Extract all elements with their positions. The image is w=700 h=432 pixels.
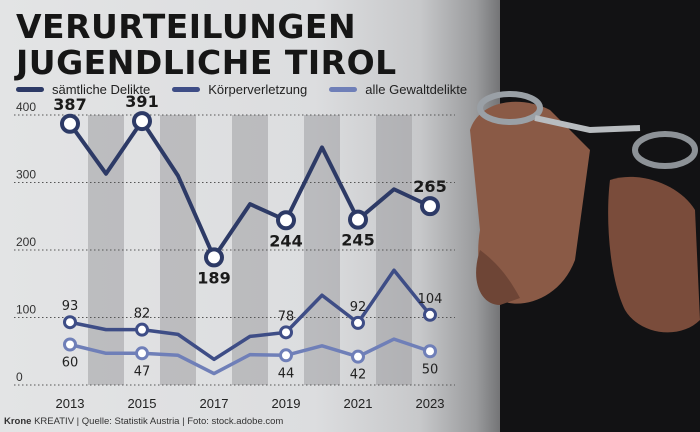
data-point xyxy=(135,322,149,337)
chart-title-line-2: JUGENDLICHE TIROL xyxy=(16,43,397,82)
legend-label: Körperverletzung xyxy=(208,82,308,97)
data-point xyxy=(351,349,365,364)
data-label: 47 xyxy=(134,364,151,379)
legend: sämtliche Delikte Körperverletzung alle … xyxy=(16,82,467,97)
handcuffs-photo xyxy=(470,0,700,432)
data-label: 82 xyxy=(134,307,151,322)
data-point xyxy=(348,209,368,230)
data-label: 265 xyxy=(413,177,446,196)
data-point xyxy=(63,315,77,330)
data-point xyxy=(279,325,293,340)
data-point xyxy=(279,348,293,363)
data-point xyxy=(63,337,77,352)
data-point xyxy=(351,315,365,330)
footer-text: KREATIV | Quelle: Statistik Austria | Fo… xyxy=(34,416,284,427)
data-label: 60 xyxy=(62,356,79,371)
footer-credits: Krone KREATIV | Quelle: Statistik Austri… xyxy=(4,416,283,427)
data-label: 387 xyxy=(53,95,86,114)
legend-swatch xyxy=(16,87,44,92)
data-label: 244 xyxy=(269,231,302,250)
data-label: 104 xyxy=(418,292,443,307)
legend-item-koerperverletzung: Körperverletzung xyxy=(172,82,307,97)
y-tick-label: 0 xyxy=(16,370,23,384)
data-label: 391 xyxy=(125,92,158,111)
data-point xyxy=(204,247,224,268)
data-point xyxy=(132,111,152,132)
y-tick-label: 400 xyxy=(16,100,36,114)
data-label: 50 xyxy=(422,362,439,377)
data-label: 93 xyxy=(62,299,79,314)
y-tick-label: 300 xyxy=(16,168,36,182)
x-tick-label: 2015 xyxy=(128,396,157,411)
series-line xyxy=(69,337,431,376)
chart-title-line-1: VERURTEILUNGEN xyxy=(16,7,357,46)
y-tick-label: 200 xyxy=(16,235,36,249)
data-point xyxy=(135,346,149,361)
x-tick-label: 2017 xyxy=(200,396,229,411)
legend-item-saemtliche-delikte: sämtliche Delikte xyxy=(16,82,150,97)
data-label: 42 xyxy=(350,368,367,383)
legend-swatch xyxy=(172,87,201,92)
data-point xyxy=(420,196,440,217)
legend-label: sämtliche Delikte xyxy=(52,82,151,97)
data-point xyxy=(423,307,437,322)
data-point xyxy=(423,344,437,359)
series-line xyxy=(68,119,431,260)
data-label: 78 xyxy=(278,309,295,324)
data-label: 44 xyxy=(278,366,295,381)
data-point xyxy=(276,210,296,231)
footer-brand: Krone xyxy=(4,416,32,427)
data-label: 92 xyxy=(350,300,367,315)
series-line xyxy=(69,268,432,362)
x-tick-label: 2013 xyxy=(56,396,85,411)
legend-swatch xyxy=(329,87,358,92)
x-tick-label: 2019 xyxy=(272,396,301,411)
y-tick-label: 100 xyxy=(16,303,36,317)
data-point xyxy=(60,113,80,134)
x-tick-label: 2023 xyxy=(416,396,445,411)
data-label: 189 xyxy=(197,268,230,287)
x-tick-label: 2021 xyxy=(344,396,373,411)
legend-label: alle Gewaltdelikte xyxy=(365,82,468,97)
legend-item-alle-gewaltdelikte: alle Gewaltdelikte xyxy=(329,82,467,97)
data-label: 245 xyxy=(341,231,374,250)
